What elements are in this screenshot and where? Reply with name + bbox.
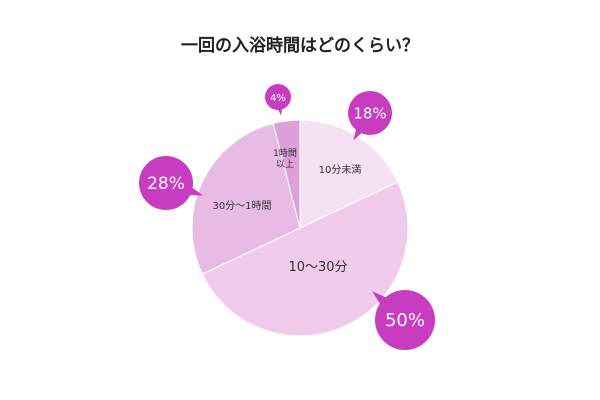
bubble (139, 156, 193, 210)
bubble (348, 91, 392, 135)
category-label: 10〜30分 (288, 259, 348, 275)
category-label: 1時間以上 (273, 148, 297, 170)
value-label: 18% (353, 105, 386, 123)
pie-slice (272, 119, 301, 229)
category-label: 30分〜1時間 (212, 200, 272, 212)
pie-slice (191, 122, 301, 275)
value-label: 4% (270, 93, 286, 104)
chart-title: 一回の入浴時間はどのくらい？ (181, 35, 419, 56)
pie-slice (299, 119, 399, 229)
pie-slice (201, 181, 409, 337)
bubble (375, 290, 435, 350)
value-label: 28% (147, 174, 185, 194)
value-label: 50% (385, 310, 425, 331)
category-label: 10分未満 (318, 164, 362, 176)
bubble (265, 84, 291, 110)
